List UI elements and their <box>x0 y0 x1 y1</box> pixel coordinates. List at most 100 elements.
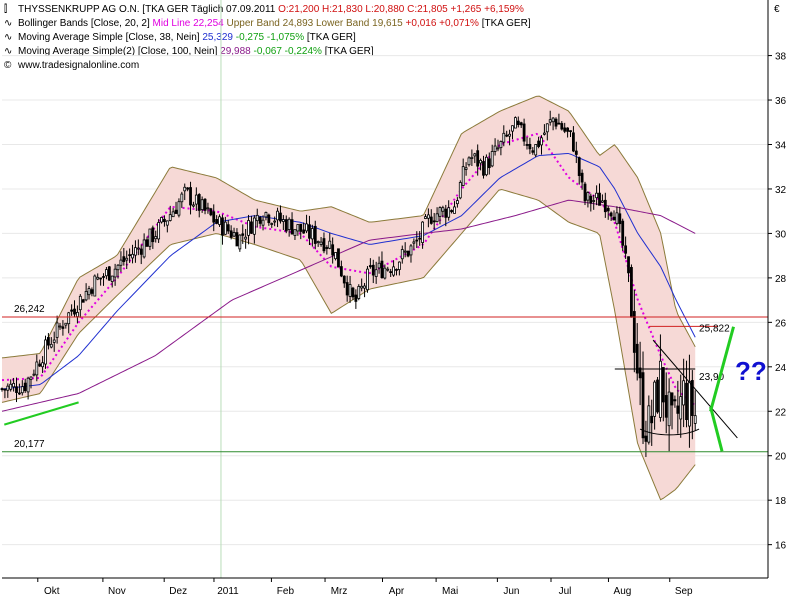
candle-body <box>218 216 221 225</box>
legend-bollinger-change: +0,016 +0,071% <box>405 18 479 29</box>
downtrend-line <box>652 339 738 439</box>
candle-body <box>250 221 253 234</box>
candle-body <box>305 223 308 232</box>
candle-body <box>453 206 456 214</box>
candle-body <box>534 144 538 156</box>
candle-body <box>371 264 375 276</box>
candle-body <box>656 379 659 413</box>
legend-source: © www.tradesignalonline.com <box>4 59 531 73</box>
candle-body <box>519 122 523 126</box>
candle-body <box>418 237 422 240</box>
candle-body <box>154 236 158 240</box>
candle-body <box>157 222 161 240</box>
candle-body <box>308 224 311 239</box>
candle-body <box>296 224 300 232</box>
candle-body <box>647 405 651 443</box>
candle-body <box>302 229 306 234</box>
candle-body <box>232 232 236 237</box>
candle-body <box>450 210 453 213</box>
legend-ma38-change: -0,275 -1,075% <box>235 32 305 43</box>
candle-body <box>461 166 465 186</box>
candle-body <box>325 247 329 249</box>
candle-body <box>531 150 535 153</box>
y-tick-label: 22 <box>775 407 787 418</box>
y-tick-label: 38 <box>775 52 787 63</box>
candle-body <box>409 245 413 256</box>
legend-bollinger-name: Bollinger Bands [Close, 20, 2] <box>18 18 150 29</box>
candle-body <box>386 268 390 271</box>
candle-body <box>284 219 288 232</box>
candle-body <box>49 343 53 348</box>
candle-body <box>499 141 503 149</box>
candle-body <box>545 123 549 133</box>
candle-body <box>513 117 517 129</box>
candle-body <box>392 266 395 276</box>
candle-body <box>128 254 132 257</box>
candle-body <box>374 269 378 277</box>
candle-body <box>58 325 62 328</box>
candle-body <box>47 337 50 346</box>
legend-main-ohlc: O:21,200 H:21,830 L:20,880 C:21,805 <box>278 4 448 15</box>
x-tick-label: Feb <box>277 586 295 597</box>
candle-body <box>563 127 567 132</box>
candle-body <box>438 207 442 217</box>
candle-body <box>592 200 596 202</box>
candle-body <box>6 385 10 391</box>
y-tick-label: 18 <box>775 496 787 507</box>
candle-body <box>377 262 381 269</box>
level-label: 26,242 <box>14 304 45 315</box>
candle-body <box>342 275 346 284</box>
candle-body <box>15 386 18 393</box>
bowl-curve <box>639 428 700 436</box>
x-tick-label: Apr <box>389 586 405 597</box>
candle-body <box>171 211 175 218</box>
candle-body <box>160 217 163 223</box>
x-tick-label: 2011 <box>217 586 239 597</box>
candle-body <box>223 221 227 235</box>
candle-body <box>429 216 433 224</box>
candle-body <box>693 415 697 424</box>
candle-body <box>496 147 500 150</box>
legend-ma100: ∿ Moving Average Simple(2) [Close, 100, N… <box>4 45 531 59</box>
legend-bollinger-bands: Upper Band 24,893 Lower Band 19,615 <box>226 18 403 29</box>
candle-body <box>93 275 97 297</box>
line-icon: ∿ <box>4 32 13 43</box>
axes: 16 18 20 22 24 26 28 30 32 34 36 38 Okt Nov Dez 2011 Feb… <box>2 0 787 597</box>
candle-body <box>368 265 372 268</box>
candle-body <box>334 252 337 260</box>
x-tick-label: Sep <box>675 586 693 597</box>
candle-body <box>624 245 628 254</box>
candle-body <box>641 372 645 439</box>
line-icon: ∿ <box>4 46 13 57</box>
legend-main-name: THYSSENKRUPP AG O.N. [TKA GER Täglich 07… <box>18 4 276 15</box>
candle-body <box>357 286 361 299</box>
candle-body <box>606 207 610 212</box>
y-tick-label: 20 <box>775 452 787 463</box>
candle-body <box>287 218 291 230</box>
legend-ma38: ∿ Moving Average Simple [Close, 38, Nein]… <box>4 31 531 45</box>
candle-body <box>458 182 462 199</box>
candle-body <box>113 268 117 278</box>
candle-body <box>78 295 82 311</box>
candle-body <box>577 157 581 176</box>
candle-body <box>487 158 491 169</box>
candle-body <box>29 376 33 380</box>
candle-body <box>397 261 401 270</box>
chart-legend: ⫿ THYSSENKRUPP AG O.N. [TKA GER Täglich 0… <box>4 3 531 73</box>
x-tick-label: Jun <box>503 586 519 597</box>
candle-body <box>328 240 332 249</box>
candle-body <box>163 218 166 223</box>
candle-body <box>360 285 364 289</box>
candle-body <box>580 172 584 183</box>
candle-body <box>447 207 451 218</box>
legend-main-change: +1,265 +6,159% <box>450 4 524 15</box>
candle-body <box>441 207 445 212</box>
candle-body <box>87 288 91 296</box>
candle-body <box>3 388 7 391</box>
candle-body <box>435 213 439 222</box>
candle-body <box>661 367 665 403</box>
candle-body <box>682 380 686 406</box>
source-text: www.tradesignalonline.com <box>18 60 140 71</box>
candle-body <box>432 220 436 223</box>
candle-body <box>229 230 233 238</box>
